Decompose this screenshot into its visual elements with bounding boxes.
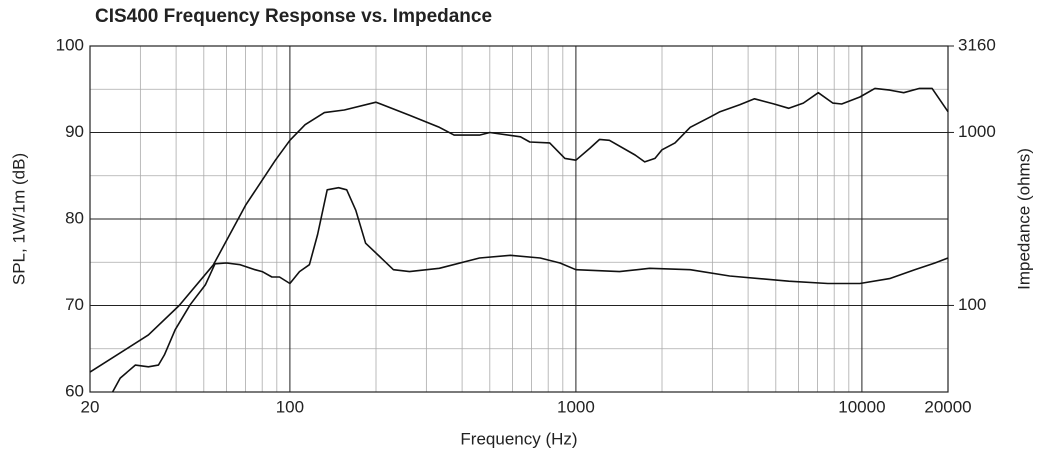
y-tick-label: 90 — [65, 122, 84, 141]
y-tick-label: 60 — [65, 381, 84, 400]
x-axis-label: Frequency (Hz) — [460, 429, 577, 448]
x-tick-label: 20 — [81, 397, 100, 416]
y2-tick-label: 1000 — [958, 122, 996, 141]
series-line — [111, 186, 949, 393]
chart-title: CIS400 Frequency Response vs. Impedance — [95, 6, 492, 27]
y2-axis-label: Impedance (ohms) — [1014, 148, 1033, 290]
plot-frame — [89, 45, 949, 393]
y-tick-label: 100 — [56, 35, 84, 54]
x-tick-label: 1000 — [557, 397, 595, 416]
y2-tick-label: 100 — [958, 295, 986, 314]
x-tick-label: 100 — [276, 397, 304, 416]
y2-tick-label: 3160 — [958, 35, 996, 54]
series-line — [89, 87, 949, 373]
x-tick-label: 10000 — [838, 397, 885, 416]
x-tick-label: 20000 — [924, 397, 971, 416]
y-tick-label: 70 — [65, 295, 84, 314]
y-axis-label: SPL, 1W/1m (dB) — [9, 153, 28, 285]
y-tick-label: 80 — [65, 208, 84, 227]
